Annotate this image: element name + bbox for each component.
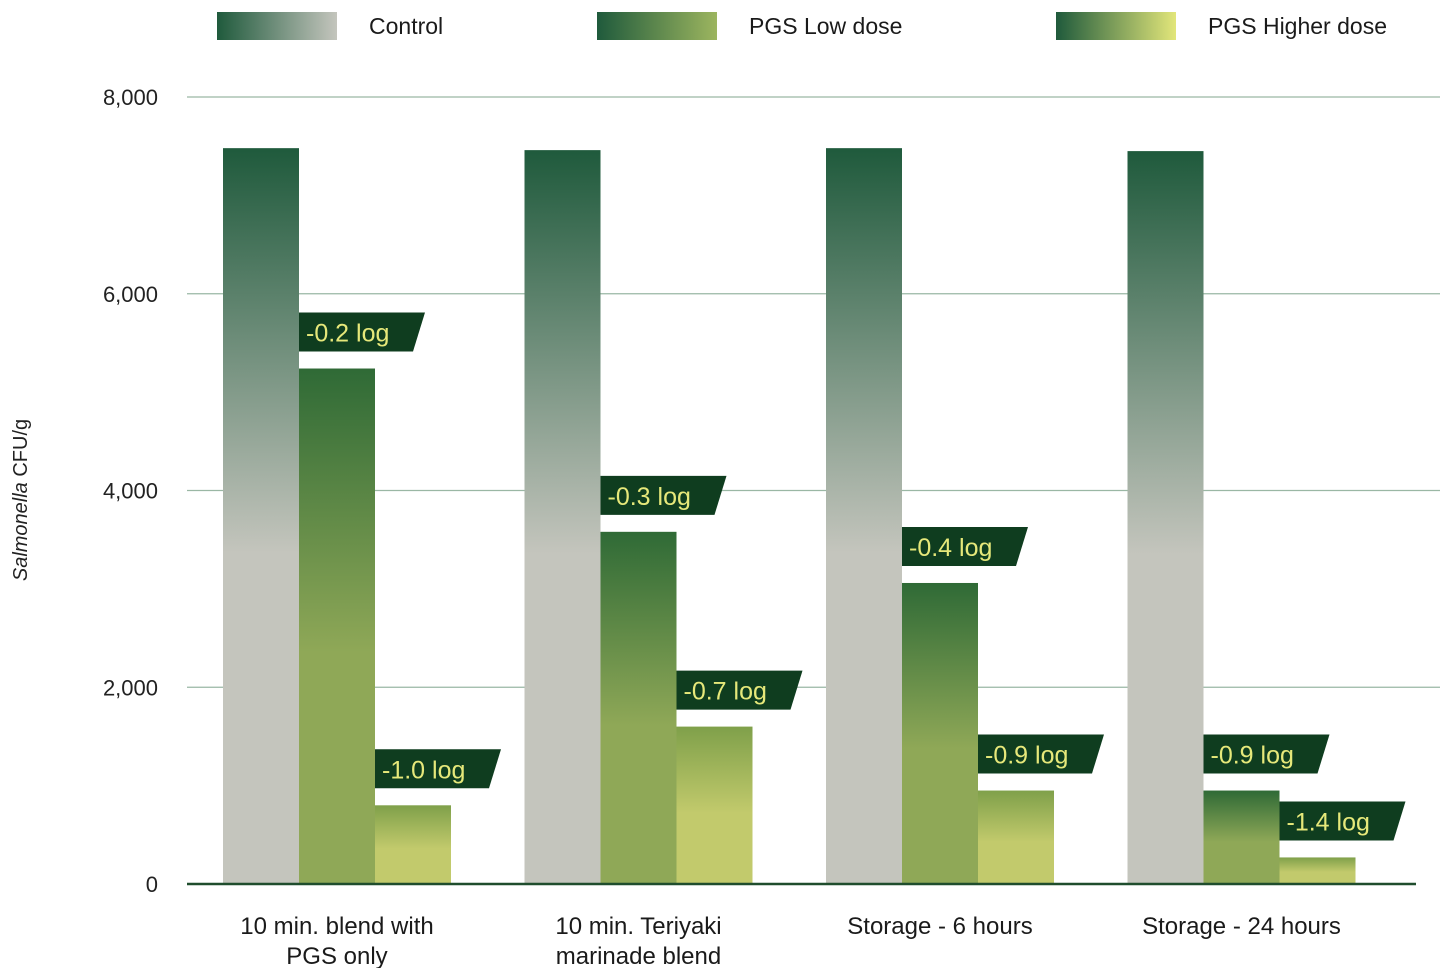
grid-lines — [187, 96, 1440, 688]
annotation-label: -0.4 log — [909, 534, 992, 562]
x-category-label: 10 min. Teriyaki marinade blend — [555, 913, 721, 968]
y-tick-label: 4,000 — [103, 479, 158, 504]
bar-pgs-high — [676, 726, 753, 884]
legend-label: Control — [369, 13, 443, 39]
annotation-label: -0.7 log — [684, 678, 767, 706]
y-tick-label: 2,000 — [103, 675, 158, 700]
x-category-label: Storage - 6 hours — [847, 913, 1032, 940]
annotation-badge — [978, 734, 1104, 774]
annotation-label: -0.2 log — [306, 320, 389, 348]
bar-control — [826, 148, 902, 884]
y-tick-label: 6,000 — [103, 282, 158, 307]
y-tick-label: 8,000 — [103, 85, 158, 110]
bar-pgs-high — [375, 805, 451, 884]
bar-pgs-low — [600, 531, 677, 884]
legend-swatch — [1056, 12, 1176, 40]
annotation-badge — [1203, 734, 1330, 774]
x-category-label: 10 min. blend with PGS only — [240, 913, 433, 968]
bar-pgs-high — [1279, 857, 1356, 884]
annotation-badge — [676, 670, 803, 710]
annotation-badge — [902, 526, 1028, 566]
legend-swatch — [217, 12, 337, 40]
bar-control — [524, 150, 601, 884]
bar-pgs-low — [299, 368, 375, 884]
legend: Control PGS Low dose PGS Higher dose — [217, 12, 1387, 40]
annotation-badge — [1279, 801, 1406, 841]
annotation-label: -1.0 log — [382, 756, 465, 784]
annotation-badge — [375, 749, 501, 789]
x-category-label: Storage - 24 hours — [1142, 913, 1341, 940]
annotation-label: -1.4 log — [1287, 808, 1370, 836]
bar-pgs-low — [902, 582, 978, 884]
legend-swatch — [597, 12, 717, 40]
bars — [223, 148, 1356, 884]
legend-label: PGS Higher dose — [1208, 13, 1387, 39]
bar-control — [223, 148, 299, 884]
annotation-badge — [600, 475, 727, 515]
annotation-label: -0.9 log — [985, 742, 1068, 770]
annotation-label: -0.3 log — [608, 483, 691, 511]
legend-label: PGS Low dose — [749, 13, 902, 39]
bar-control — [1127, 151, 1204, 884]
axes: 0 2,000 4,000 6,000 8,000 10 min. blend with P… — [103, 85, 1416, 968]
y-tick-label: 0 — [146, 872, 158, 897]
y-axis-label: Salmonella CFU/g — [10, 419, 32, 581]
annotation-badge — [299, 312, 425, 352]
bar-pgs-high — [978, 790, 1054, 884]
annotation-label: -0.9 log — [1211, 742, 1294, 770]
bar-pgs-low — [1203, 790, 1280, 884]
annotations: -0.2 log -1.0 log -0.3 log -0.7 log -0.4 log… — [299, 312, 1406, 841]
